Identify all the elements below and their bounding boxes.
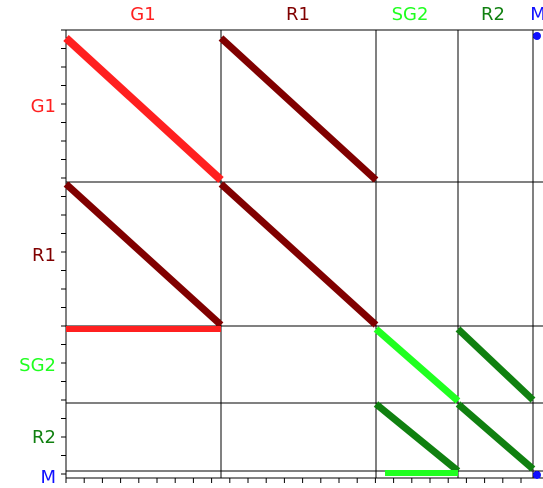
diagonal bbox=[63, 35, 224, 183]
ticks bbox=[61, 29, 522, 483]
column-label: SG2 bbox=[392, 4, 429, 25]
column-label: M bbox=[530, 4, 543, 25]
column-label: R1 bbox=[286, 4, 310, 25]
diagonal bbox=[218, 35, 379, 183]
diagonal bbox=[455, 326, 536, 403]
diagonal bbox=[373, 401, 461, 474]
diagonal bbox=[455, 401, 536, 472]
column-label: G1 bbox=[130, 4, 155, 25]
blocks bbox=[63, 32, 541, 479]
row-label: R1 bbox=[32, 245, 56, 266]
column-label: R2 bbox=[481, 4, 505, 25]
row-label: SG2 bbox=[19, 355, 56, 376]
dot bbox=[533, 471, 541, 479]
row-label: G1 bbox=[31, 96, 56, 117]
diagonal bbox=[63, 181, 224, 328]
row-label: M bbox=[40, 467, 56, 488]
diagonal bbox=[218, 181, 379, 328]
row-label: R2 bbox=[32, 427, 56, 448]
dot bbox=[533, 32, 541, 40]
diagonal bbox=[373, 326, 461, 404]
labels: G1 R1 SG2 R2 M G1 R1 SG2 R2 M bbox=[19, 4, 543, 488]
